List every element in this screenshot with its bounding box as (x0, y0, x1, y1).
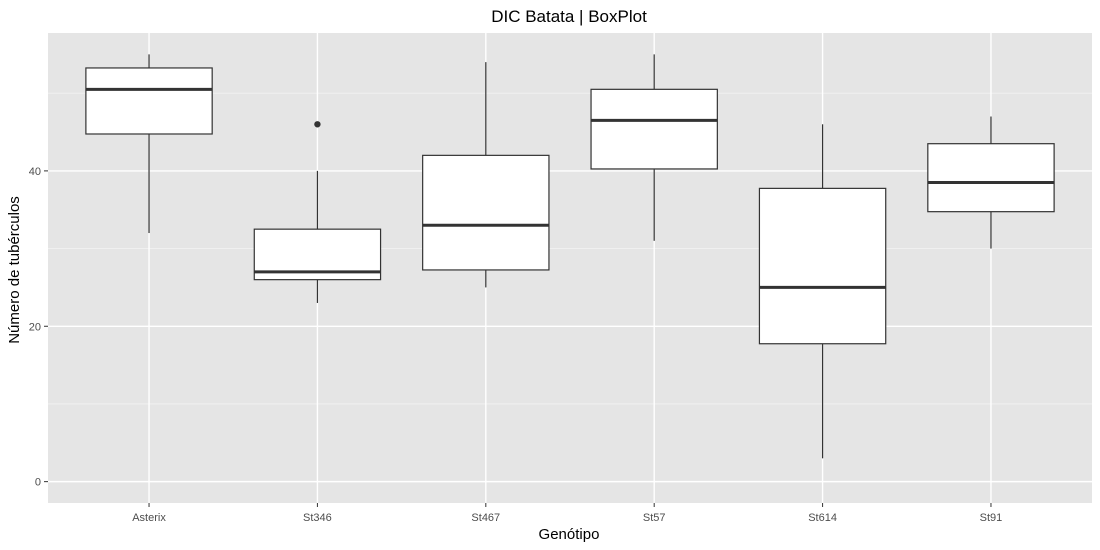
boxes-layer (85, 54, 1055, 459)
x-tick-label: St91 (980, 512, 1003, 524)
x-tick-label: St346 (303, 512, 332, 524)
x-tick-label: St467 (471, 512, 500, 524)
iqr-box (927, 143, 1055, 213)
y-axis: 0 20 40 (29, 166, 48, 489)
x-axis: Asterix St346 St467 St57 St614 St91 (132, 503, 1002, 524)
iqr-box (422, 154, 550, 271)
x-tick-label: St614 (808, 512, 837, 524)
iqr-box (85, 67, 213, 135)
box-st346 (253, 121, 382, 303)
box-st614 (758, 124, 887, 459)
box-asterix (85, 54, 213, 234)
y-tick-label: 0 (35, 477, 41, 489)
iqr-box (590, 88, 718, 170)
y-axis-title: Número de tubérculos (6, 196, 23, 344)
x-tick-label: Asterix (132, 512, 166, 524)
y-tick-label: 40 (29, 166, 41, 178)
box-st467 (422, 62, 550, 288)
box-st91 (927, 116, 1055, 249)
x-tick-label: St57 (643, 512, 666, 524)
chart-title: DIC Batata | BoxPlot (491, 7, 647, 26)
y-tick-label: 20 (29, 321, 41, 333)
plot-panel (48, 33, 1092, 503)
iqr-box (758, 187, 887, 345)
outlier-point (314, 121, 321, 128)
box-st57 (590, 54, 718, 241)
x-axis-title: Genótipo (539, 526, 600, 543)
